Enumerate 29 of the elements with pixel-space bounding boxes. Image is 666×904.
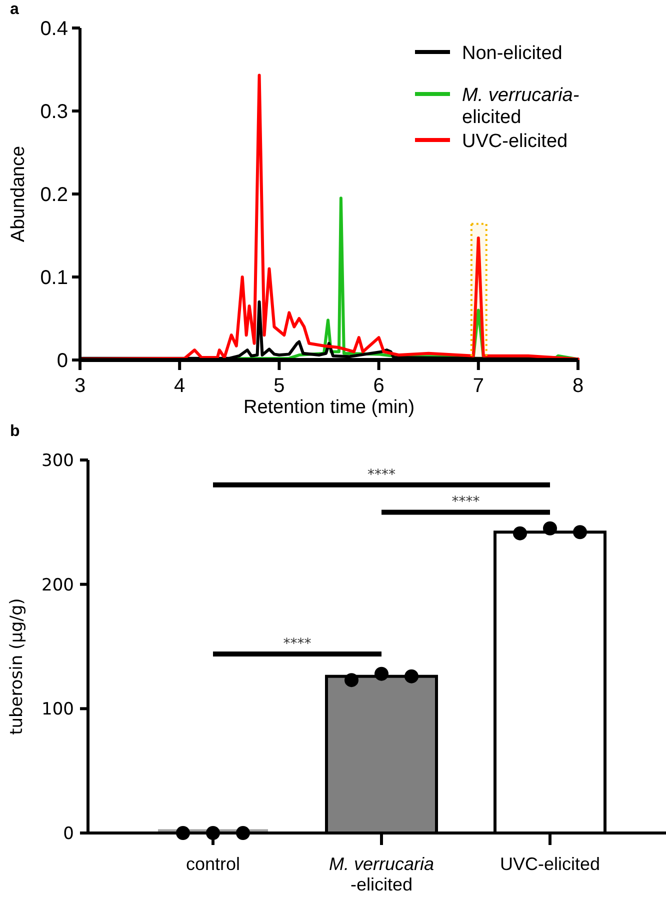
x-tick-label: 8	[572, 375, 584, 397]
text: b	[10, 423, 20, 440]
x-tick-label: UVC-elicited	[500, 854, 600, 874]
y-tick-label: 0	[56, 350, 68, 372]
x-axis-title: Retention time (min)	[243, 397, 415, 418]
x-tick-label: 5	[274, 375, 285, 397]
y-tick-label: 0.3	[40, 101, 68, 123]
legend-label: Non-elicited	[462, 43, 562, 64]
annotation: ****	[368, 466, 396, 483]
y-tick-label: 100	[42, 700, 74, 720]
x-tick-label: 4	[174, 375, 186, 397]
x-tick-label: M. verrucaria -elicited	[328, 854, 434, 895]
y-axis-title: tuberosin (μg/g)	[7, 598, 27, 735]
y-tick-label: 300	[42, 451, 74, 471]
y-tick-label: 0	[63, 824, 74, 844]
annotation: ****	[283, 636, 312, 652]
x-tick-label: control	[186, 854, 240, 874]
annotation: ****	[452, 494, 480, 510]
text: a	[10, 1, 19, 18]
legend-label: UVC-elicited	[462, 131, 568, 152]
legend-label: M. verrucaria- elicited	[462, 85, 580, 128]
y-axis-title: Abundance	[8, 146, 29, 242]
y-tick-label: 200	[42, 575, 74, 596]
x-tick-label: 7	[472, 375, 484, 397]
y-tick-label: 0.2	[40, 184, 68, 206]
y-tick-label: 0.1	[40, 267, 68, 289]
x-tick-label: 3	[74, 375, 86, 397]
y-tick-label: 0.4	[40, 18, 68, 40]
x-tick-label: 6	[373, 375, 384, 397]
